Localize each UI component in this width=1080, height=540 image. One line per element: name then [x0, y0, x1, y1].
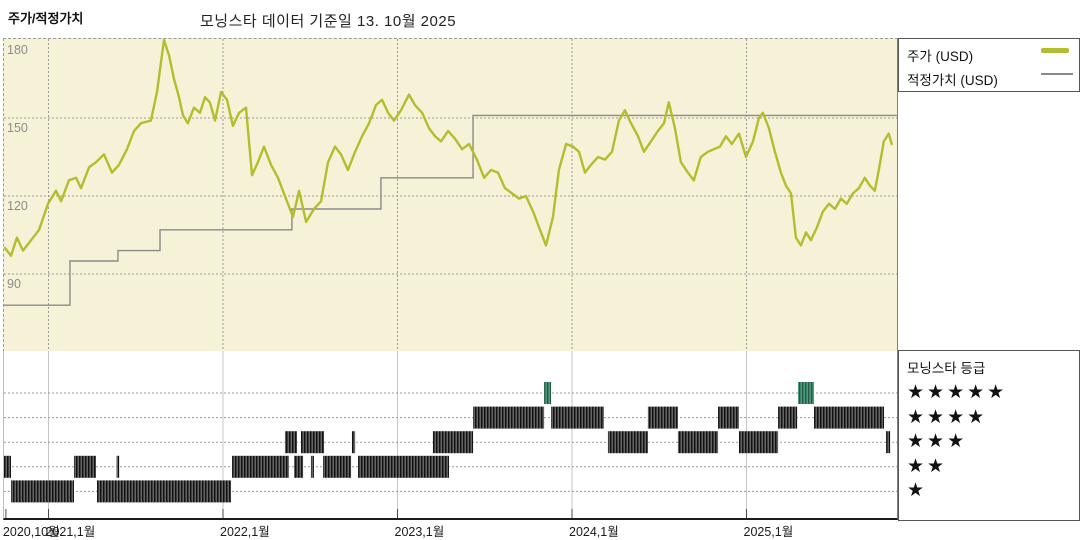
rating-band-2-star	[310, 455, 314, 478]
rating-band-5-star	[797, 382, 815, 404]
series-legend: 주가 (USD) 적정가치 (USD)	[898, 38, 1080, 92]
rating-band-2-star	[322, 455, 352, 478]
chart-title: 모닝스타 데이터 기준일 13. 10월 2025	[200, 13, 457, 30]
rating-band-3-star	[677, 431, 719, 454]
rating-band-3-star	[284, 431, 297, 454]
rating-legend-row-5-star: ★★★★★	[907, 382, 1008, 403]
rating-timeline-svg	[4, 351, 897, 518]
fairvalue-line-swatch-icon	[1041, 73, 1073, 75]
rating-band-3-star	[607, 431, 648, 454]
rating-band-5-star	[544, 382, 552, 404]
rating-band-2-star	[358, 455, 449, 478]
rating-band-2-star	[116, 455, 120, 478]
rating-timeline-panel[interactable]	[3, 351, 898, 520]
rating-band-2-star	[294, 455, 304, 478]
legend-fairvalue-label: 적정가치 (USD)	[907, 73, 998, 88]
y-axis-tick-120: 120	[7, 199, 28, 213]
rating-legend-row-1-star: ★	[907, 480, 928, 502]
y-axis-tick-180: 180	[7, 43, 28, 57]
rating-band-1-star	[97, 480, 232, 503]
rating-band-3-star	[351, 431, 356, 454]
section-label: 주가/적정가치	[8, 11, 84, 26]
rating-band-4-star	[778, 406, 798, 429]
rating-legend-row-3-star: ★★★	[907, 431, 968, 453]
x-axis-label-20231: 2023,1월	[394, 525, 445, 539]
rating-band-4-star	[551, 406, 604, 429]
y-axis-tick-90: 90	[7, 277, 21, 291]
price-chart-svg: 180 150 120 90	[4, 39, 897, 351]
rating-band-4-star	[647, 406, 678, 429]
price-line-swatch-icon	[1041, 48, 1069, 53]
rating-band-1-star	[10, 480, 74, 503]
rating-band-3-star	[432, 431, 474, 454]
price-line	[4, 39, 893, 258]
rating-band-4-star	[718, 406, 739, 429]
fair-value-line	[4, 114, 897, 306]
x-axis-label-202010: 2020,10월	[2, 525, 60, 539]
rating-band-4-star	[473, 406, 545, 429]
rating-legend-row-4-star: ★★★★	[907, 406, 988, 428]
rating-band-3-star	[301, 431, 325, 454]
rating-band-2-star	[4, 455, 11, 478]
rating-band-3-star	[738, 431, 779, 454]
x-axis-label-20211: 2021,1월	[45, 525, 96, 539]
x-axis-label-20221: 2022,1월	[220, 525, 270, 539]
legend-price-label: 주가 (USD)	[907, 49, 974, 64]
rating-legend-row-2-star: ★★	[907, 455, 948, 477]
rating-legend-title: 모닝스타 등급	[907, 361, 986, 376]
rating-band-2-star	[73, 455, 96, 478]
rating-band-2-star	[232, 455, 289, 478]
rating-band-4-star	[814, 406, 885, 429]
price-fairvalue-plot-area[interactable]: 180 150 120 90	[3, 38, 898, 352]
x-axis-label-20251: 2025,1월	[743, 525, 794, 539]
y-axis-tick-150: 150	[7, 121, 28, 135]
rating-band-3-star	[886, 431, 891, 454]
rating-legend: 모닝스타 등급 ★★★★★ ★★★★ ★★★ ★★ ★	[898, 350, 1080, 521]
x-axis-label-20241: 2024,1월	[569, 525, 619, 539]
